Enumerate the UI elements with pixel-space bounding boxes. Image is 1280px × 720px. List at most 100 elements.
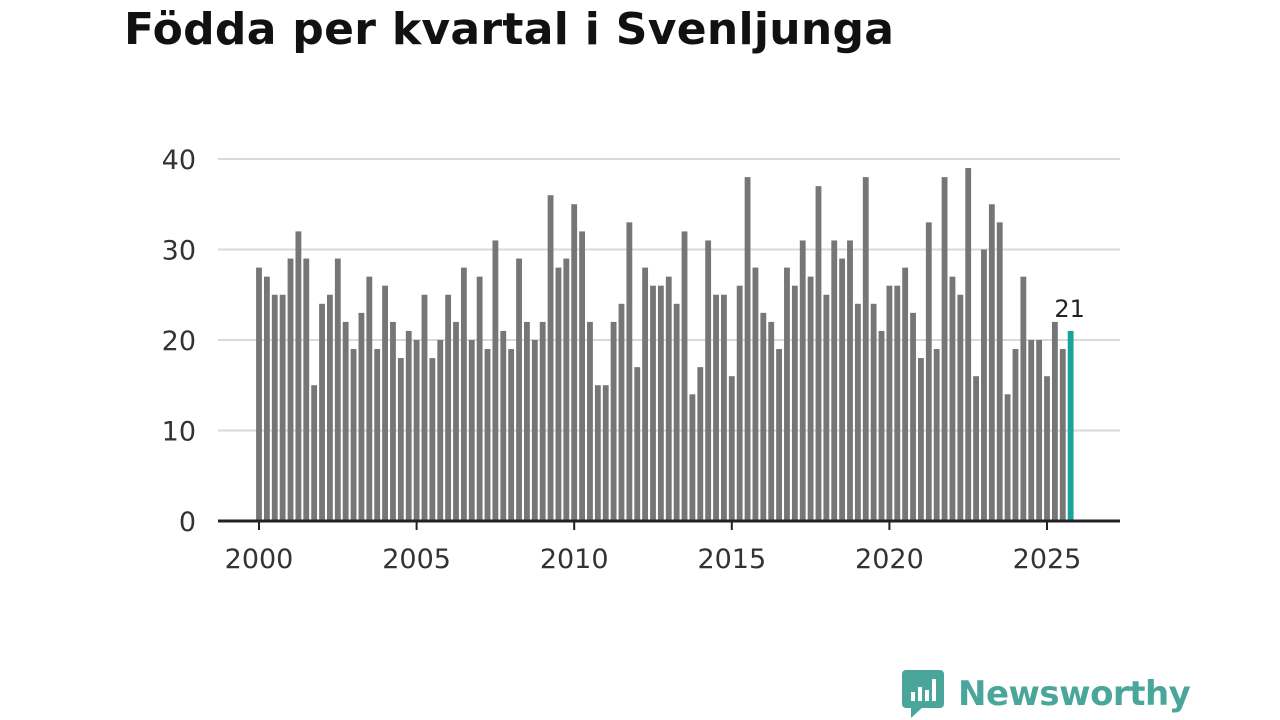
- bar: [902, 267, 909, 521]
- bar: [468, 340, 475, 521]
- y-tick-label: 30: [162, 236, 196, 267]
- bar: [760, 312, 767, 521]
- bar: [287, 258, 294, 521]
- bar: [531, 340, 538, 521]
- bar: [334, 258, 341, 521]
- bar: [618, 303, 625, 521]
- chart-title: Födda per kvartal i Svenljunga: [124, 4, 895, 55]
- bar: [854, 303, 861, 521]
- bar: [933, 349, 940, 521]
- bar: [453, 321, 459, 521]
- bar: [319, 303, 325, 521]
- bar: [689, 394, 696, 521]
- bar: [547, 195, 554, 521]
- bar: [650, 285, 656, 521]
- bar: [350, 349, 357, 521]
- bar: [429, 358, 436, 521]
- bar: [311, 385, 318, 521]
- bar: [807, 276, 814, 521]
- bar: [539, 321, 546, 521]
- bar: [1020, 276, 1027, 521]
- bar: [847, 240, 853, 521]
- x-tick-label: 2000: [225, 544, 294, 575]
- bar: [634, 367, 641, 521]
- bar: [721, 294, 727, 521]
- newsworthy-logo-icon: [902, 670, 944, 718]
- y-axis-ticks: 0 10 20 30 40: [162, 145, 196, 538]
- bar: [594, 385, 601, 521]
- bar: [610, 321, 617, 521]
- bar: [862, 177, 869, 521]
- bar: [791, 285, 798, 521]
- bar: [823, 294, 830, 521]
- bar: [279, 294, 286, 521]
- x-tick-label: 2015: [697, 544, 766, 575]
- bar: [405, 330, 412, 521]
- bar: [878, 330, 885, 521]
- x-tick-label: 2025: [1013, 544, 1082, 575]
- bar: [508, 349, 515, 521]
- bar: [366, 276, 373, 521]
- bar: [524, 321, 530, 521]
- bar: [476, 276, 483, 521]
- bar: [327, 294, 333, 521]
- bar: [776, 349, 782, 521]
- bar: [390, 321, 396, 521]
- bar: [973, 376, 979, 521]
- bar: [657, 285, 664, 521]
- y-tick-label: 40: [162, 145, 196, 176]
- bar: [736, 285, 743, 521]
- bar: [358, 312, 365, 521]
- bar: [941, 177, 948, 521]
- bar: [831, 240, 838, 521]
- bar: [870, 303, 877, 521]
- bar: [445, 294, 452, 521]
- bar: [555, 267, 562, 521]
- bar: [965, 168, 972, 522]
- bar: [342, 321, 349, 521]
- bar: [579, 231, 585, 521]
- bar: [397, 358, 404, 521]
- bar: [799, 240, 806, 521]
- bar: [768, 321, 775, 521]
- bar: [910, 312, 916, 521]
- y-tick-label: 20: [162, 326, 196, 357]
- bar: [918, 358, 924, 521]
- bar: [303, 258, 310, 521]
- bar: [460, 267, 467, 521]
- bar: [382, 285, 388, 521]
- x-tick-label: 2010: [540, 544, 609, 575]
- newsworthy-logo-text: Newsworthy: [958, 674, 1191, 714]
- x-axis-ticks: 2000 2005 2010 2015 2020 2025: [225, 521, 1082, 575]
- newsworthy-logo: Newsworthy: [902, 670, 1191, 718]
- bar: [894, 285, 901, 521]
- bar: [1004, 394, 1011, 521]
- bar: [697, 367, 704, 521]
- bar: [705, 240, 712, 521]
- bars: [256, 168, 1074, 522]
- bar: [374, 349, 381, 521]
- bar: [587, 321, 593, 521]
- bar: [642, 267, 649, 521]
- bar: [839, 258, 846, 521]
- bar: [665, 276, 672, 521]
- bar: [1051, 321, 1058, 521]
- bar: [626, 222, 633, 521]
- bar: [1036, 340, 1043, 521]
- bar: [437, 340, 444, 521]
- bar: [815, 186, 822, 521]
- bar: [516, 258, 522, 521]
- bar: [563, 258, 570, 521]
- annotations: 21: [1054, 295, 1085, 323]
- bar: [886, 285, 893, 521]
- bar: [949, 276, 956, 521]
- bar: [957, 294, 964, 521]
- bar: [484, 349, 491, 521]
- bar: [1059, 349, 1066, 521]
- bar: [744, 177, 751, 521]
- bar: [492, 240, 499, 521]
- bar: [263, 276, 270, 521]
- bar: [784, 267, 790, 521]
- bar: [673, 303, 680, 521]
- bar: [500, 330, 507, 521]
